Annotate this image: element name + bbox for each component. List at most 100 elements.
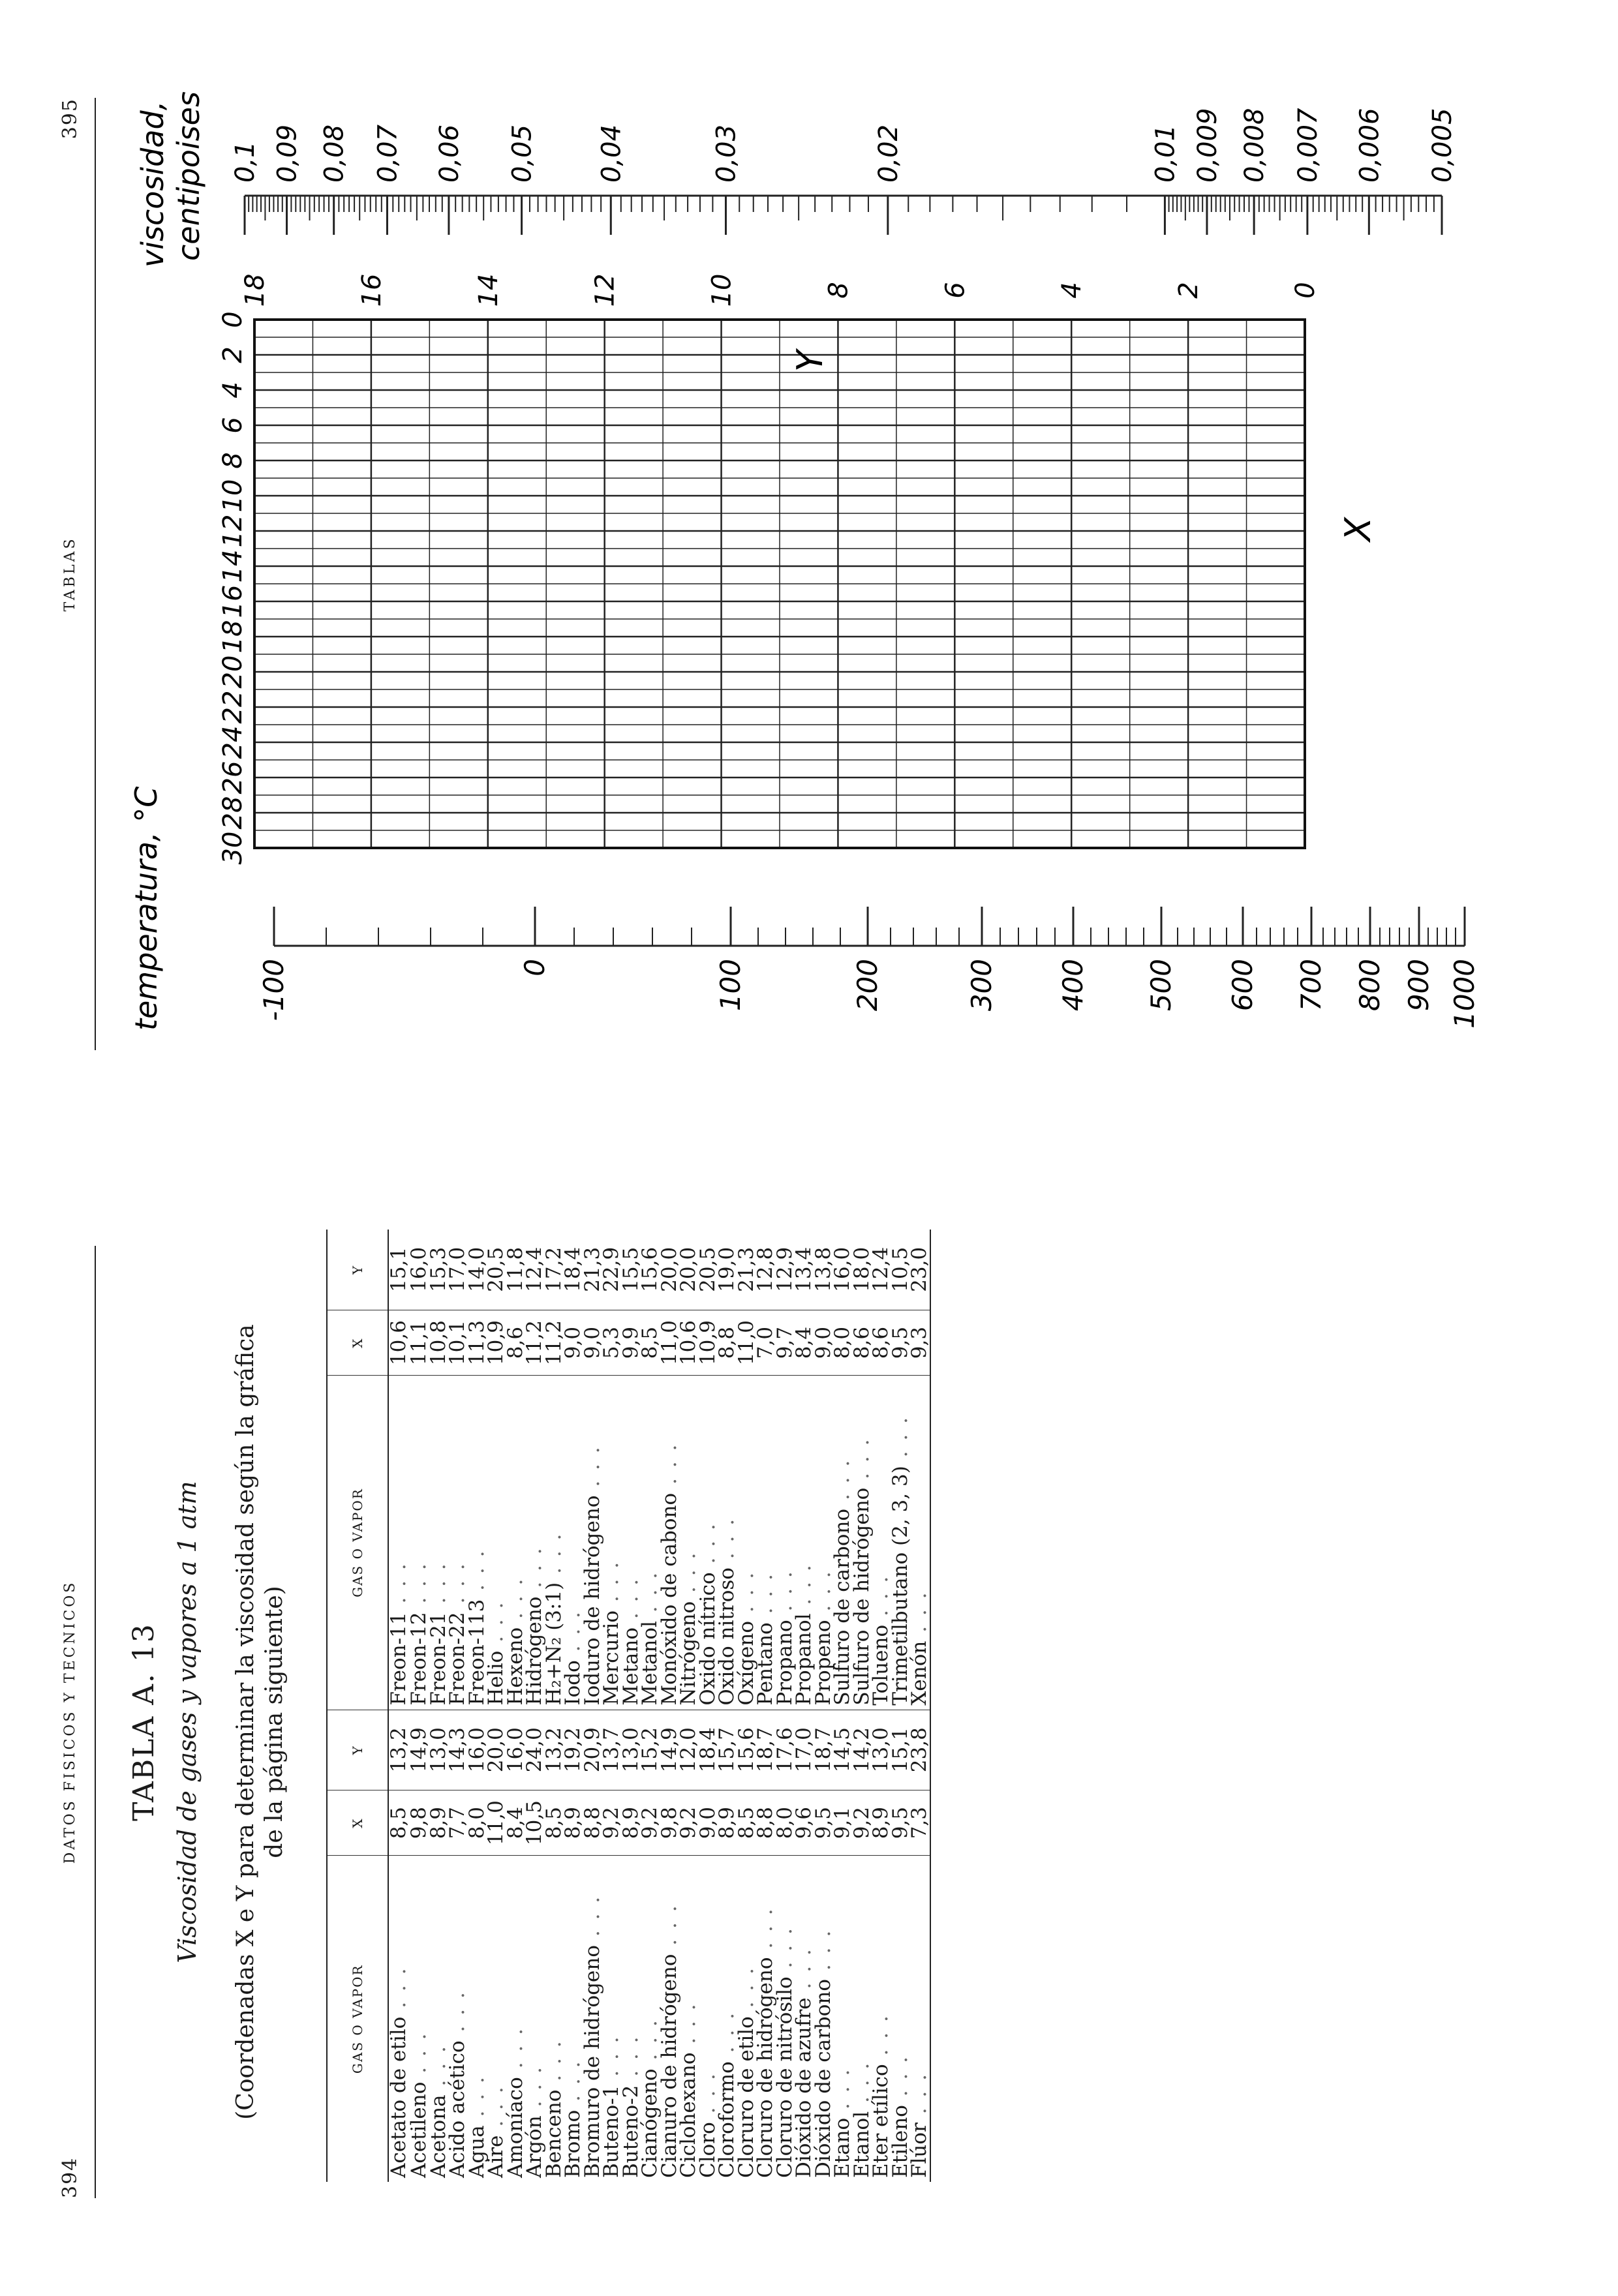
grid-y-tick-label: 22 xyxy=(218,691,248,724)
temperature-tick-label: 600 xyxy=(1227,959,1259,1011)
viscosity-table: GAS O VAPOR X Y GAS O VAPOR X Y Acetato … xyxy=(326,1230,931,2182)
cell-text: 9,3 xyxy=(908,1326,931,1359)
temperature-tick-label: 0 xyxy=(519,959,551,976)
grid-y-tick-label: 4 xyxy=(218,382,248,398)
grid-x-tick-label: 18 xyxy=(240,274,270,307)
leader-dots: . . . xyxy=(580,1894,604,1945)
table-row: Ciclohexano . . . 9,2 12,0 Nitrógeno . . .1… xyxy=(677,1230,700,2182)
viscosity-tick-label: 0,006 xyxy=(1354,108,1384,183)
grid-y-label: Y xyxy=(789,348,831,372)
table-subtitle: Viscosidad de gases y vapores a 1 atm xyxy=(173,1481,202,1963)
table-row: Acido acético . . . 7,7 14,3 Freon-22 . . .… xyxy=(446,1230,469,2182)
viscosity-tick-label: 0,007 xyxy=(1293,108,1323,183)
page-395: 395 TABLAS -100 0 100 200 300 400 500 600 700 800… xyxy=(59,91,1480,1050)
viscosity-tick-label: 0,02 xyxy=(874,125,904,183)
grid-x-tick-label: 10 xyxy=(707,274,737,307)
grid-y-tick-label: 14 xyxy=(218,550,248,583)
leader-dots: . . . xyxy=(657,1903,681,1954)
leader-dots: . . . xyxy=(542,1532,566,1582)
viscosity-tick-label: 0,01 xyxy=(1150,125,1180,183)
leader-dots: . . . xyxy=(446,1990,469,2041)
viscosity-nomogram: -100 0 100 200 300 400 500 600 700 800 900 1000 0,1… xyxy=(129,91,1480,1031)
cell-text: Flúor xyxy=(908,2122,931,2178)
temperature-tick-label: 1000 xyxy=(1448,959,1480,1029)
table-row: Agua . . . 8,0 16,0 Freon-113 . . . 11,3 14,0 xyxy=(465,1230,489,2182)
viscosity-tick-label: 0,09 xyxy=(273,125,303,183)
page-395-content: 395 TABLAS -100 0 100 200 300 400 500 600 700 800… xyxy=(59,91,1480,1050)
grid-y-tick-label: 0 xyxy=(218,311,248,327)
viscosity-tick-label: 0,04 xyxy=(596,125,626,183)
table-body: Acetato de etilo . . . 8,5 13,2 Freon-11 . … xyxy=(387,1230,931,2182)
grid-y-tick-label: 20 xyxy=(218,656,248,689)
leader-dots: . . . xyxy=(677,2002,700,2053)
cell-text: Xenón xyxy=(908,1640,931,1706)
grid-y-tick-label: 28 xyxy=(218,796,248,830)
grid-x-tick-label: 2 xyxy=(1174,282,1204,298)
header-y: Y xyxy=(327,1230,388,1310)
table-row: Flúor . . . 7,3 23,8 Xenón . . . 9,3 23,0 xyxy=(908,1230,931,2182)
table-note-line-1: (Coordenadas X e Y para determinar la vi… xyxy=(232,1324,259,2120)
grid-x-tick-label: 0 xyxy=(1290,282,1320,298)
grid-frame xyxy=(253,318,1306,849)
grid-y-tick-label: 10 xyxy=(218,479,248,513)
table-title: TABLA A. 13 xyxy=(127,1623,160,1821)
y-value-cell: 23,8 xyxy=(908,1710,931,1790)
header-rule xyxy=(95,1246,96,2198)
temperature-tick-label: 900 xyxy=(1403,959,1435,1011)
viscosity-tick-label: 0,07 xyxy=(373,124,403,183)
table-row: Dióxido de carbono . . . 9,5 18,7 Propeno .… xyxy=(812,1230,835,2182)
header-gas: GAS O VAPOR xyxy=(327,1375,388,1710)
grid-y-tick-label: 30 xyxy=(218,832,248,865)
leader-dots: . . . xyxy=(908,2072,931,2123)
temperature-tick-label: 500 xyxy=(1145,959,1177,1011)
temperature-axis-label: temperatura, °C xyxy=(129,787,164,1031)
grid-x-tick-label: 6 xyxy=(940,282,970,298)
temperature-tick-label: 200 xyxy=(851,959,883,1011)
gas-name-cell: Xenón . . . xyxy=(908,1375,931,1710)
table-row: Etileno . . . 9,5 15,1 Trimetilbutano (2, 3… xyxy=(888,1230,912,2182)
cell-text: 7,3 xyxy=(908,1806,931,1839)
temperature-tick-label: 800 xyxy=(1354,959,1386,1011)
temperature-tick-label: -100 xyxy=(258,959,290,1021)
grid-x-tick-label: 14 xyxy=(474,274,504,307)
temperature-scale: -100 0 100 200 300 400 500 600 700 800 900 1000 xyxy=(258,907,1480,1029)
temperature-tick-label: 100 xyxy=(714,959,746,1011)
viscosity-axis-label-1: viscosidad, xyxy=(135,101,170,267)
viscosity-tick-label: 0,05 xyxy=(508,125,538,183)
page-394-content: 394 DATOS FISICOS Y TECNICOS TABLA A. 13… xyxy=(0,1148,1618,2296)
header-x: X xyxy=(327,1310,388,1376)
grid-x-tick-label: 12 xyxy=(590,274,620,307)
table-row: Etano . . . 9,1 14,5 Sulfuro de carbono . .… xyxy=(831,1230,854,2182)
grid-y-tick-label: 6 xyxy=(218,417,248,433)
viscosity-tick-label: 0,08 xyxy=(320,125,350,183)
header-x: X xyxy=(327,1790,388,1856)
viscosity-tick-label: 0,005 xyxy=(1427,108,1458,183)
grid-y-tick-label: 8 xyxy=(218,452,248,468)
viscosity-tick-label: 0,06 xyxy=(435,125,465,183)
xy-grid: 0246810121416182022242628300246810121416… xyxy=(218,274,1320,865)
leader-dots: . . . xyxy=(908,1590,931,1641)
temperature-tick-label: 400 xyxy=(1057,959,1089,1011)
temperature-tick-label: 300 xyxy=(966,959,998,1011)
leader-dots: . . . xyxy=(387,1966,411,2017)
grid-x-label: X xyxy=(1337,517,1379,543)
grid-y-tick-label: 16 xyxy=(218,585,248,618)
header-gas: GAS O VAPOR xyxy=(327,1856,388,2182)
grid-y-tick-label: 12 xyxy=(218,515,248,548)
table-row: Acetileno . . . 9,8 14,9 Freon-12 . . . 11,1… xyxy=(407,1230,431,2182)
leader-dots: . . . xyxy=(849,1437,874,1488)
leader-dots: . . . xyxy=(580,1445,604,1496)
viscosity-scale: 0,1 0,09 0,08 0,07 0,06 0,05 0,04 0,03 0,02 0,01 0… xyxy=(230,108,1458,235)
leader-dots: . . . xyxy=(888,1415,912,1466)
running-title: DATOS FISICOS Y TECNICOS xyxy=(62,1580,78,1864)
table-header-row: GAS O VAPOR X Y GAS O VAPOR X Y xyxy=(327,1230,388,2182)
leader-dots: . . . xyxy=(657,1442,681,1493)
table-note-line-2: de la página siguiente) xyxy=(261,1586,288,1858)
x-value-cell: 9,3 xyxy=(908,1310,931,1376)
leader-dots: . . . xyxy=(465,1548,489,1599)
leader-dots: . . . xyxy=(715,1517,739,1568)
table-row: Benceno . . . 8,5 13,2 H₂+N₂ (3:1) . . . 11,… xyxy=(542,1230,566,2182)
cell-text: 23,0 xyxy=(908,1246,931,1292)
grid-x-tick-label: 8 xyxy=(823,282,853,298)
cell-text: 23,8 xyxy=(908,1727,931,1773)
